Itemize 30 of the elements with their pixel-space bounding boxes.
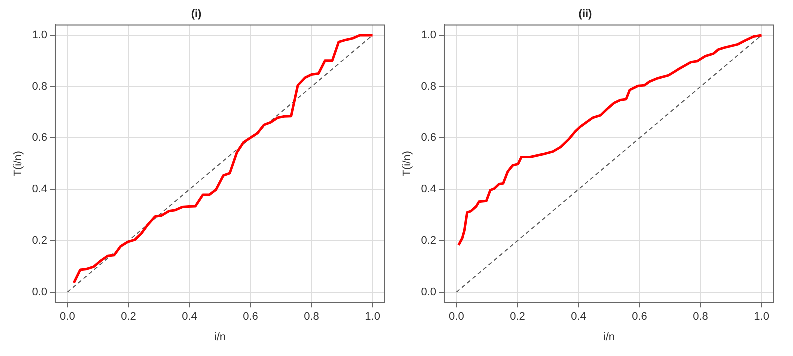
x-tick-label: 0.6 [632, 311, 648, 324]
x-tick-label: 0.0 [449, 311, 464, 324]
y-tick-label: 0.6 [421, 132, 436, 144]
x-axis-title: i/n [214, 331, 226, 344]
x-tick-label: 0.6 [243, 311, 258, 324]
y-tick-label: 0.4 [421, 184, 436, 196]
x-tick-label: 0.4 [571, 311, 586, 324]
y-tick-label: 0.8 [32, 80, 48, 93]
y-tick-label: 0.0 [421, 286, 436, 298]
y-tick-label: 0.8 [421, 80, 436, 93]
y-tick-label: 0.2 [32, 234, 48, 247]
y-axis-title: T(i/n) [402, 151, 414, 177]
y-tick-label: 0.2 [421, 234, 436, 247]
x-tick-label: 0.0 [60, 311, 76, 324]
x-tick-label: 1.0 [365, 311, 380, 324]
x-tick-label: 0.2 [121, 311, 136, 324]
y-tick-label: 0.6 [32, 132, 48, 144]
x-tick-label: 0.4 [182, 311, 198, 324]
y-tick-label: 0.0 [32, 286, 48, 298]
y-tick-label: 1.0 [32, 30, 48, 42]
y-tick-label: 0.4 [32, 184, 48, 196]
y-tick-label: 1.0 [421, 30, 436, 42]
y-axis-title: T(i/n) [12, 151, 25, 177]
chart-title: (ii) [578, 8, 593, 21]
x-tick-label: 0.8 [693, 311, 708, 324]
x-tick-label: 0.2 [510, 311, 526, 324]
x-tick-label: 1.0 [754, 311, 770, 324]
x-tick-label: 0.8 [304, 311, 320, 324]
x-axis-title: i/n [603, 331, 616, 344]
chart-title: (i) [191, 8, 202, 21]
